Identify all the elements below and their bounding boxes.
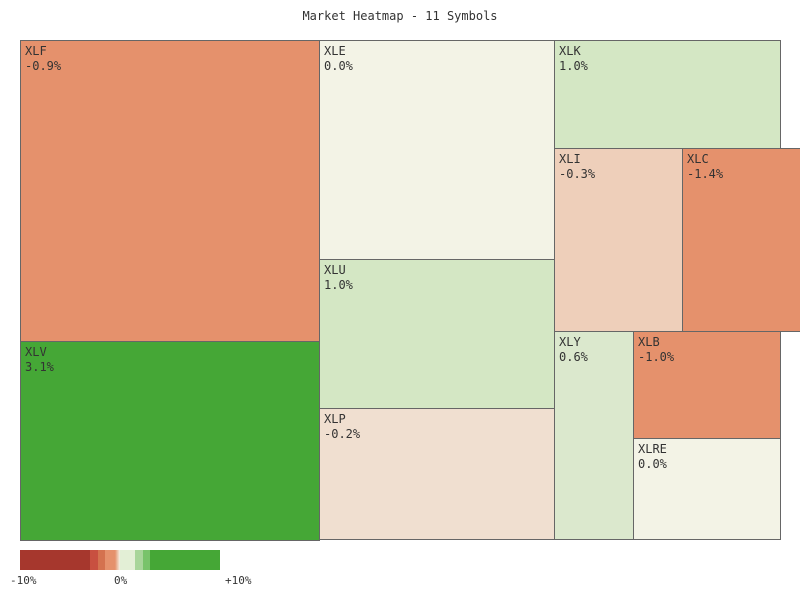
legend-swatch (120, 550, 135, 570)
legend-max-label: +10% (225, 574, 252, 587)
tile-xlp[interactable]: XLP -0.2% (319, 408, 555, 540)
tile-change: -1.4% (687, 167, 724, 181)
tile-xlc[interactable]: XLC -1.4% (682, 148, 800, 332)
tile-xlk[interactable]: XLK 1.0% (554, 40, 781, 149)
chart-title: Market Heatmap - 11 Symbols (302, 9, 498, 23)
legend-min-label: -10% (10, 574, 37, 587)
tile-xli[interactable]: XLI -0.3% (554, 148, 683, 332)
tile-change: 3.1% (25, 360, 54, 374)
tile-change: 1.0% (559, 59, 588, 73)
tile-symbol: XLV (25, 345, 47, 359)
tile-change: -0.9% (25, 59, 62, 73)
tile-change: 0.6% (559, 350, 588, 364)
legend-swatch (90, 550, 98, 570)
tile-xlre[interactable]: XLRE 0.0% (633, 438, 781, 540)
legend-swatch (105, 550, 115, 570)
tile-symbol: XLRE (638, 442, 667, 456)
legend-swatch (150, 550, 220, 570)
tile-xlv[interactable]: XLV 3.1% (20, 341, 320, 541)
tile-xle[interactable]: XLE 0.0% (319, 40, 555, 260)
tile-symbol: XLK (559, 44, 581, 58)
tile-change: 0.0% (638, 457, 667, 471)
tile-change: -0.2% (324, 427, 361, 441)
tile-symbol: XLF (25, 44, 47, 58)
tile-change: -0.3% (559, 167, 596, 181)
tile-symbol: XLB (638, 335, 660, 349)
legend-swatch (98, 550, 105, 570)
tile-symbol: XLU (324, 263, 346, 277)
tile-symbol: XLY (559, 335, 581, 349)
tile-xlu[interactable]: XLU 1.0% (319, 259, 555, 409)
color-legend (20, 550, 220, 570)
tile-xlb[interactable]: XLB -1.0% (633, 331, 781, 439)
legend-swatch (143, 550, 150, 570)
legend-swatch (135, 550, 143, 570)
tile-change: 1.0% (324, 278, 353, 292)
tile-symbol: XLP (324, 412, 346, 426)
treemap: XLF -0.9% XLV 3.1% XLE 0.0% XLU 1.0% XLP -0.2% XLK… (20, 40, 800, 541)
tile-symbol: XLE (324, 44, 346, 58)
tile-xly[interactable]: XLY 0.6% (554, 331, 634, 540)
legend-swatch (115, 550, 120, 570)
legend-mid-label: 0% (114, 574, 128, 587)
legend-swatch (20, 550, 90, 570)
tile-change: 0.0% (324, 59, 353, 73)
tile-symbol: XLI (559, 152, 581, 166)
tile-change: -1.0% (638, 350, 675, 364)
tile-xlf[interactable]: XLF -0.9% (20, 40, 320, 342)
tile-symbol: XLC (687, 152, 709, 166)
